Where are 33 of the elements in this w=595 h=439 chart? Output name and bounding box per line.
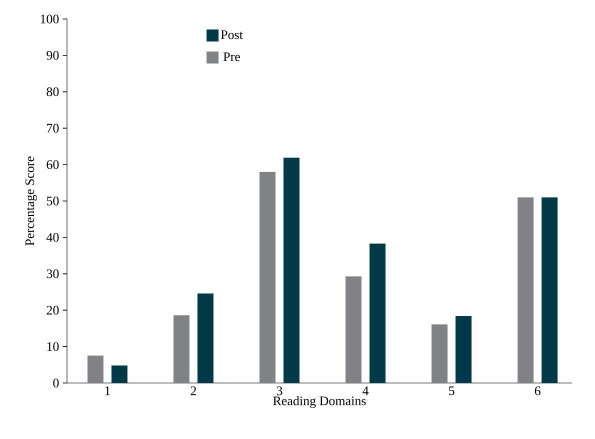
y-tick-label: 50	[46, 196, 59, 206]
y-tick-label: 70	[47, 124, 59, 133]
bar	[87, 356, 104, 383]
y-tick-label: 60	[46, 160, 59, 169]
bar	[518, 197, 534, 383]
bar	[370, 244, 386, 383]
bar	[197, 293, 214, 383]
y-tick-label: 100	[40, 14, 59, 24]
x-tick-label: 1	[105, 386, 110, 396]
y-tick-label: 90	[46, 51, 59, 60]
bar	[259, 172, 276, 383]
bar	[346, 276, 362, 383]
x-tick-label: 6	[534, 386, 540, 396]
bar	[173, 315, 190, 383]
y-tick-label: 80	[46, 87, 59, 96]
x-tick-label: 4	[362, 386, 369, 396]
x-tick-label: 2	[190, 386, 196, 396]
x-tick-label: 3	[276, 386, 282, 396]
bar	[284, 158, 300, 383]
y-tick-label: 30	[46, 269, 59, 278]
y-tick-label: 20	[46, 306, 59, 315]
x-axis-title: Reading Domains	[273, 396, 366, 408]
bar	[456, 316, 472, 383]
y-tick-label: 0	[53, 378, 59, 388]
y-tick-label: 40	[46, 233, 59, 242]
bar	[542, 197, 558, 383]
bar	[432, 324, 448, 383]
legend-label: Pre	[223, 52, 240, 62]
x-tick-label: 5	[449, 386, 454, 396]
y-tick-label: 10	[47, 342, 59, 351]
bar	[111, 366, 128, 383]
legend-label: Post	[220, 30, 243, 40]
y-axis-title: Percentage Score	[25, 156, 37, 246]
